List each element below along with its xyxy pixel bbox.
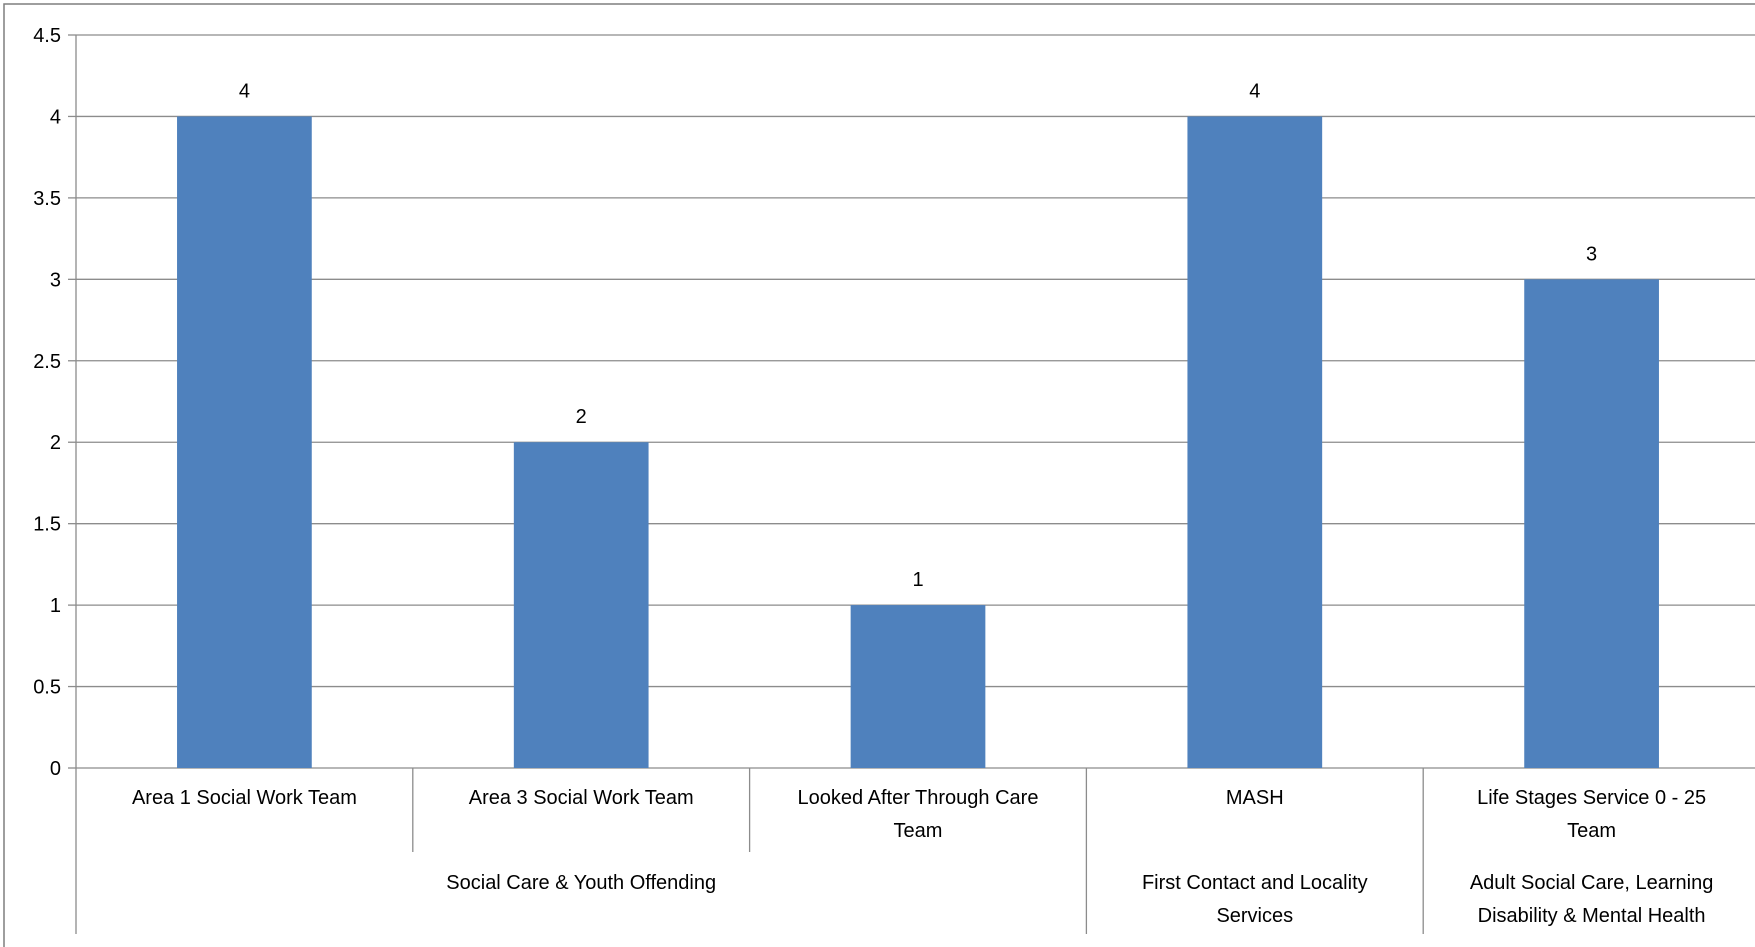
x-group-label: Adult Social Care, Learning (1470, 872, 1713, 894)
y-tick-label: 2.5 (33, 351, 61, 373)
y-tick-label: 0.5 (33, 677, 61, 699)
x-category-label: Life Stages Service 0 - 25 (1477, 787, 1706, 809)
x-category-label: Team (1567, 820, 1616, 842)
x-category-label: Area 1 Social Work Team (132, 787, 357, 809)
data-label: 2 (576, 406, 587, 428)
data-label: 4 (1249, 80, 1260, 102)
x-group-label: Social Care & Youth Offending (446, 872, 716, 894)
x-category-label: Area 3 Social Work Team (469, 787, 694, 809)
y-tick-label: 1 (50, 595, 61, 617)
x-category-label: Team (894, 820, 943, 842)
data-label: 4 (239, 80, 250, 102)
x-group-label: Disability & Mental Health (1478, 905, 1706, 927)
bars (177, 116, 1659, 768)
data-label: 1 (912, 569, 923, 591)
y-tick-label: 4.5 (33, 25, 61, 47)
x-category-label: MASH (1226, 787, 1284, 809)
data-label: 3 (1586, 243, 1597, 265)
x-group-label: First Contact and Locality (1142, 872, 1368, 894)
y-tick-label: 4 (50, 106, 61, 128)
x-category-label: Looked After Through Care (798, 787, 1039, 809)
bar (513, 442, 649, 768)
y-tick-label: 2 (50, 432, 61, 454)
y-tick-label: 0 (50, 758, 61, 780)
y-tick-label: 3.5 (33, 188, 61, 210)
bar (1524, 279, 1659, 768)
y-tick-label: 3 (50, 269, 61, 291)
bar (177, 116, 312, 768)
bar (850, 605, 986, 768)
labels: 0 0.5 1 1.5 2 2.5 3 3.5 4 4.5 4 Area 1 Social Work … (33, 25, 1713, 927)
bar (1187, 116, 1323, 768)
x-group-label: Services (1216, 905, 1293, 927)
y-tick-label: 1.5 (33, 514, 61, 536)
